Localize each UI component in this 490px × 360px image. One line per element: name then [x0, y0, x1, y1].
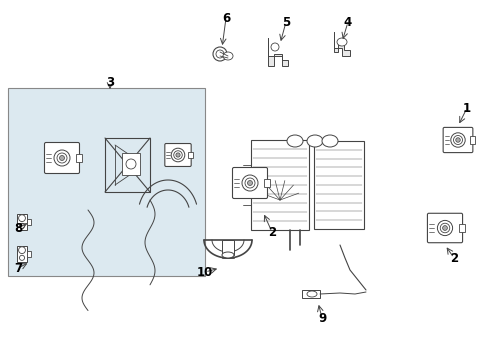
- Bar: [76, 154, 82, 162]
- Ellipse shape: [19, 215, 25, 221]
- Text: 3: 3: [106, 76, 114, 89]
- Ellipse shape: [322, 135, 338, 147]
- Bar: [27, 220, 31, 225]
- Text: 10: 10: [197, 266, 213, 279]
- FancyBboxPatch shape: [45, 143, 79, 174]
- Text: 6: 6: [222, 12, 230, 24]
- Ellipse shape: [307, 291, 317, 297]
- Text: 2: 2: [268, 225, 276, 238]
- Ellipse shape: [247, 180, 252, 185]
- Text: 8: 8: [14, 221, 22, 234]
- Ellipse shape: [213, 47, 227, 61]
- Bar: [251, 140, 309, 230]
- Ellipse shape: [287, 135, 303, 147]
- Bar: [27, 251, 31, 257]
- Bar: [222, 240, 234, 255]
- FancyBboxPatch shape: [232, 167, 268, 198]
- Ellipse shape: [442, 226, 447, 230]
- Ellipse shape: [20, 255, 25, 260]
- Polygon shape: [268, 38, 288, 66]
- FancyBboxPatch shape: [165, 144, 191, 166]
- Ellipse shape: [176, 153, 180, 157]
- Ellipse shape: [307, 135, 323, 147]
- Ellipse shape: [223, 52, 233, 60]
- Polygon shape: [334, 32, 350, 56]
- Ellipse shape: [59, 156, 65, 161]
- Ellipse shape: [222, 252, 234, 258]
- Ellipse shape: [19, 247, 25, 253]
- Text: 2: 2: [450, 252, 458, 265]
- Ellipse shape: [20, 223, 25, 228]
- Bar: [314, 141, 364, 229]
- Bar: [17, 214, 27, 230]
- Bar: [459, 224, 465, 232]
- Bar: [122, 153, 140, 175]
- FancyBboxPatch shape: [443, 127, 473, 153]
- Text: 5: 5: [282, 15, 290, 28]
- Text: 4: 4: [344, 15, 352, 28]
- Bar: [264, 179, 270, 187]
- Text: 1: 1: [463, 102, 471, 114]
- Text: 9: 9: [318, 311, 326, 324]
- Bar: [302, 290, 320, 298]
- Ellipse shape: [456, 138, 460, 142]
- Bar: [188, 152, 193, 158]
- Ellipse shape: [337, 38, 347, 46]
- Bar: [8, 88, 205, 276]
- Ellipse shape: [271, 43, 279, 51]
- FancyBboxPatch shape: [427, 213, 463, 243]
- Bar: [470, 136, 475, 144]
- Text: 7: 7: [14, 261, 22, 274]
- Bar: [17, 246, 27, 262]
